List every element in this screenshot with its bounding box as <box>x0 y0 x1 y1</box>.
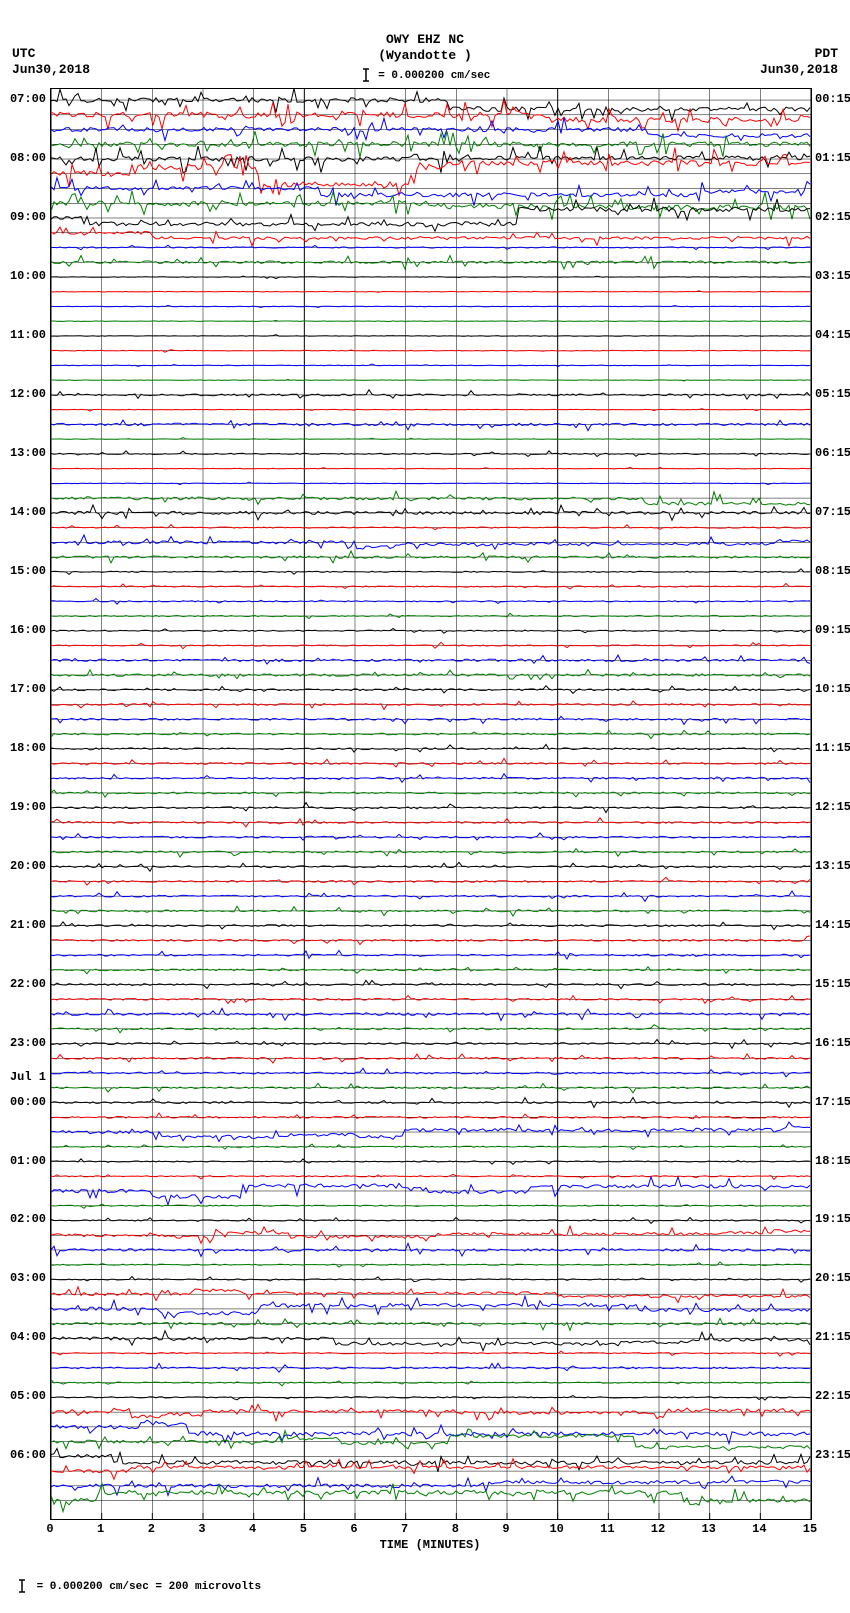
x-tick-label: 3 <box>198 1522 205 1536</box>
left-time-label: 03:00 <box>0 1271 46 1285</box>
x-tick-label: 14 <box>752 1522 766 1536</box>
x-tick-label: 5 <box>300 1522 307 1536</box>
x-tick-label: 11 <box>600 1522 614 1536</box>
header-right: PDT Jun30,2018 <box>760 46 838 77</box>
left-time-label: 14:00 <box>0 505 46 519</box>
right-time-label: 04:15 <box>815 328 850 342</box>
plot-area <box>50 88 812 1520</box>
right-time-label: 20:15 <box>815 1271 850 1285</box>
right-time-label: 15:15 <box>815 977 850 991</box>
right-time-label: 19:15 <box>815 1212 850 1226</box>
left-time-label: 11:00 <box>0 328 46 342</box>
x-tick-label: 9 <box>502 1522 509 1536</box>
left-time-label: 09:00 <box>0 210 46 224</box>
x-tick-label: 7 <box>401 1522 408 1536</box>
left-time-label: 12:00 <box>0 387 46 401</box>
left-time-label: 02:00 <box>0 1212 46 1226</box>
left-time-label: 16:00 <box>0 623 46 637</box>
x-tick-label: 12 <box>651 1522 665 1536</box>
left-time-label: 22:00 <box>0 977 46 991</box>
x-tick-label: 13 <box>701 1522 715 1536</box>
left-time-label: 13:00 <box>0 446 46 460</box>
right-time-label: 10:15 <box>815 682 850 696</box>
right-time-label: 07:15 <box>815 505 850 519</box>
x-tick-label: 15 <box>803 1522 817 1536</box>
left-time-label: 00:00 <box>0 1095 46 1109</box>
right-time-label: 02:15 <box>815 210 850 224</box>
footer-text: = 0.000200 cm/sec = 200 microvolts <box>37 1581 261 1593</box>
right-time-label: 00:15 <box>815 92 850 106</box>
left-time-label: 04:00 <box>0 1330 46 1344</box>
left-time-label: 20:00 <box>0 859 46 873</box>
x-tick-label: 10 <box>549 1522 563 1536</box>
x-tick-label: 1 <box>97 1522 104 1536</box>
x-tick-label: 2 <box>148 1522 155 1536</box>
right-time-label: 06:15 <box>815 446 850 460</box>
right-time-label: 11:15 <box>815 741 850 755</box>
x-tick-label: 8 <box>452 1522 459 1536</box>
right-time-label: 13:15 <box>815 859 850 873</box>
left-time-label: Jul 1 <box>0 1070 46 1084</box>
station-name: (Wyandotte ) <box>0 48 850 64</box>
right-time-label: 08:15 <box>815 564 850 578</box>
tz-right: PDT <box>760 46 838 62</box>
right-time-label: 22:15 <box>815 1389 850 1403</box>
left-time-label: 23:00 <box>0 1036 46 1050</box>
date-right: Jun30,2018 <box>760 62 838 78</box>
right-time-label: 03:15 <box>815 269 850 283</box>
right-time-label: 21:15 <box>815 1330 850 1344</box>
x-tick-label: 6 <box>350 1522 357 1536</box>
left-time-label: 15:00 <box>0 564 46 578</box>
right-time-label: 14:15 <box>815 918 850 932</box>
left-time-label: 05:00 <box>0 1389 46 1403</box>
right-time-label: 23:15 <box>815 1448 850 1462</box>
right-time-label: 01:15 <box>815 151 850 165</box>
seismogram-container: UTC Jun30,2018 OWY EHZ NC (Wyandotte ) =… <box>0 0 850 1613</box>
x-tick-label: 4 <box>249 1522 256 1536</box>
right-time-label: 09:15 <box>815 623 850 637</box>
left-time-label: 06:00 <box>0 1448 46 1462</box>
right-time-label: 18:15 <box>815 1154 850 1168</box>
right-time-label: 16:15 <box>815 1036 850 1050</box>
header-center: OWY EHZ NC (Wyandotte ) <box>0 32 850 63</box>
x-tick-label: 0 <box>46 1522 53 1536</box>
station-code: OWY EHZ NC <box>0 32 850 48</box>
x-axis-title: TIME (MINUTES) <box>50 1538 810 1552</box>
right-time-label: 05:15 <box>815 387 850 401</box>
right-time-label: 12:15 <box>815 800 850 814</box>
right-time-label: 17:15 <box>815 1095 850 1109</box>
left-time-label: 08:00 <box>0 151 46 165</box>
scale-text: = 0.000200 cm/sec <box>378 70 490 82</box>
seismogram-svg <box>51 89 811 1519</box>
left-time-label: 19:00 <box>0 800 46 814</box>
left-time-label: 17:00 <box>0 682 46 696</box>
left-time-label: 10:00 <box>0 269 46 283</box>
left-time-label: 21:00 <box>0 918 46 932</box>
left-time-label: 07:00 <box>0 92 46 106</box>
left-time-label: 18:00 <box>0 741 46 755</box>
scale-indicator: = 0.000200 cm/sec <box>0 68 850 82</box>
left-time-label: 01:00 <box>0 1154 46 1168</box>
footer: = 0.000200 cm/sec = 200 microvolts <box>10 1579 261 1593</box>
